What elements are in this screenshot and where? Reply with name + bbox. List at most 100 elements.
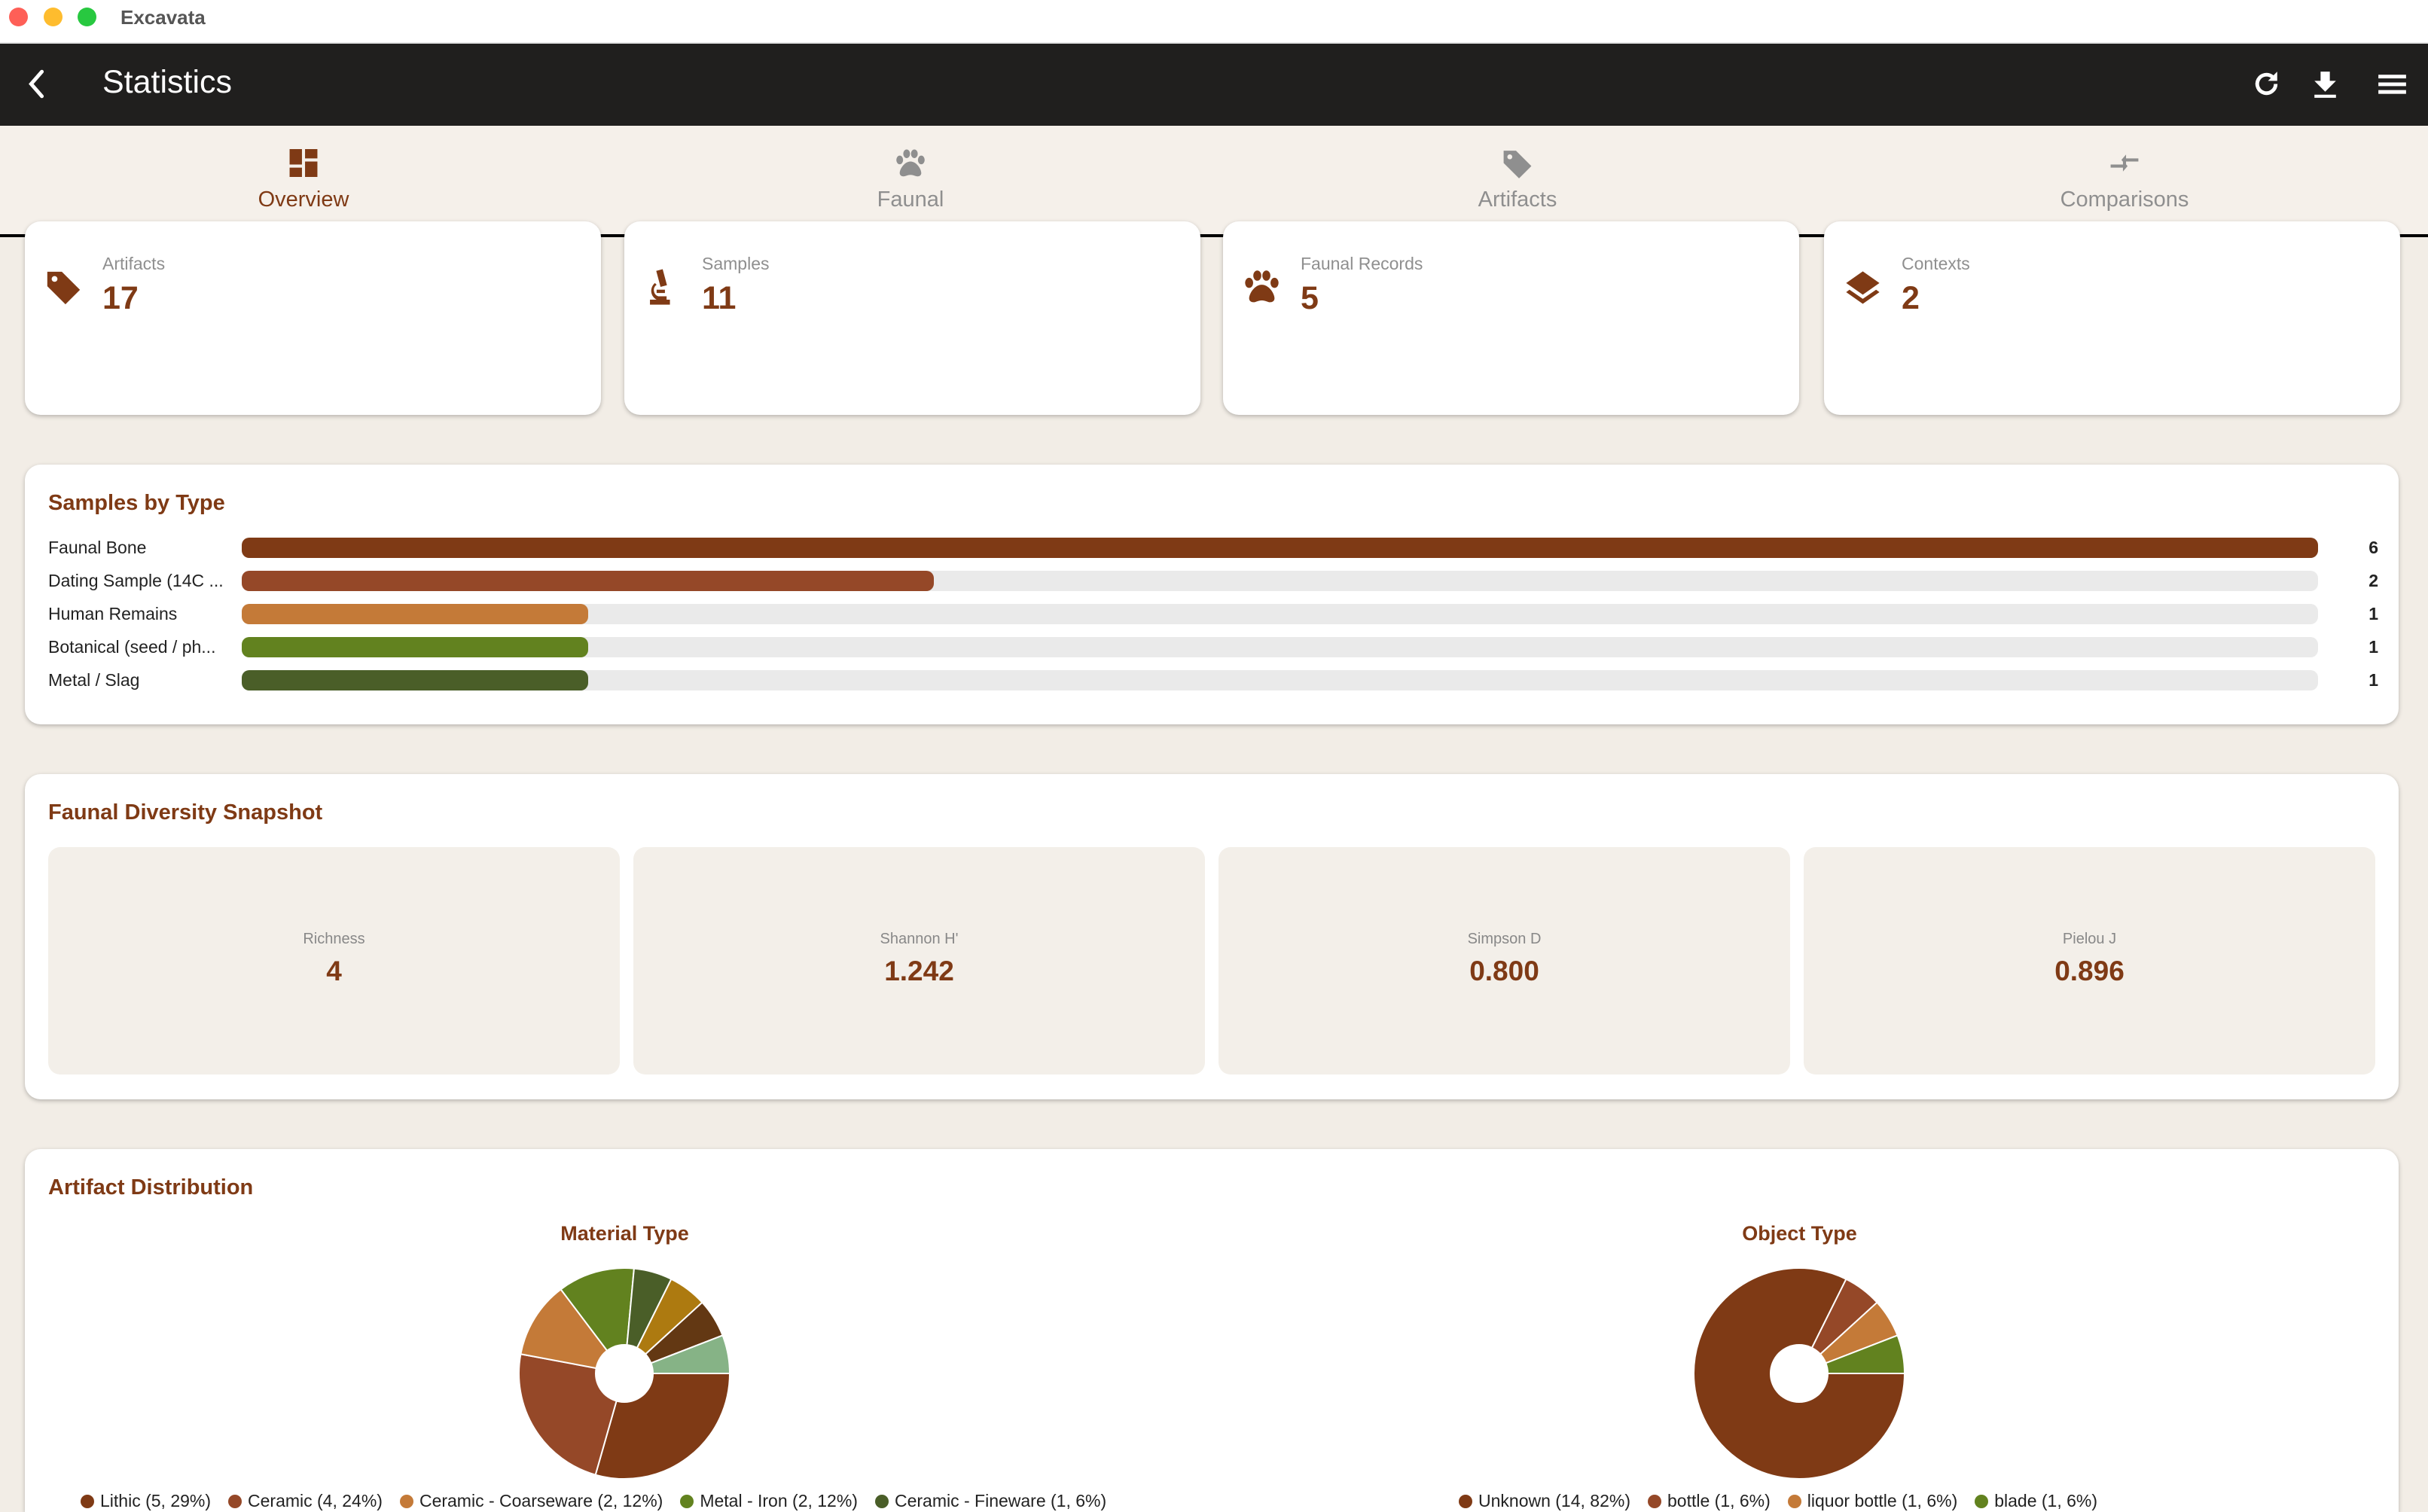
pie-title-object: Object Type [1742, 1222, 1857, 1245]
stat-card-contexts[interactable]: Contexts 2 [1824, 221, 2400, 415]
pie-legend: Lithic (5, 29%) Ceramic (4, 24%) Ceramic -… [81, 1491, 1124, 1510]
donut-hole [595, 1344, 654, 1403]
section-title: Artifact Distribution [48, 1175, 254, 1200]
maximize-window-button[interactable] [78, 8, 96, 26]
stat-value: 11 [702, 280, 737, 316]
legend-item[interactable]: Metal - Iron (2, 12%) [680, 1491, 858, 1510]
legend-label: liquor bottle (1, 6%) [1807, 1491, 1958, 1510]
download-icon[interactable] [2307, 66, 2344, 102]
legend-swatch [1459, 1495, 1472, 1508]
bar-label: Faunal Bone [48, 538, 147, 557]
bar-track [242, 571, 2318, 591]
tab-label: Faunal [877, 187, 944, 212]
tag-icon [1503, 151, 1532, 178]
metric-value: 0.896 [2054, 956, 2124, 986]
page-title: Statistics [102, 64, 233, 100]
bar-label: Human Remains [48, 604, 178, 623]
bar [242, 637, 588, 657]
bar-row: Metal / Slag 1 [48, 669, 2378, 694]
dashboard-icon [289, 149, 318, 177]
paw-icon [896, 149, 925, 177]
metric-pielou: Pielou J 0.896 [1804, 847, 2375, 1075]
stat-value: 17 [102, 280, 139, 316]
metric-label: Richness [303, 931, 365, 947]
bar-track [242, 538, 2318, 558]
stat-label: Faunal Records [1301, 254, 1423, 273]
bar-value: 6 [2369, 538, 2378, 557]
stat-card-faunal-records[interactable]: Faunal Records 5 [1223, 221, 1799, 415]
tab-label: Comparisons [2060, 187, 2189, 212]
legend-swatch [1648, 1495, 1661, 1508]
stat-card-samples[interactable]: Samples 11 [624, 221, 1200, 415]
legend-item[interactable]: Lithic (5, 29%) [81, 1491, 211, 1510]
metric-value: 1.242 [884, 956, 954, 986]
metric-value: 4 [326, 956, 342, 986]
bar-value: 1 [2369, 637, 2378, 657]
legend-label: Ceramic (4, 24%) [248, 1491, 383, 1510]
bar-track [242, 637, 2318, 657]
bar-row: Human Remains 1 [48, 602, 2378, 627]
close-window-button[interactable] [9, 8, 28, 26]
tab-bar: Overview Faunal Artifacts Comparisons [0, 126, 2428, 237]
window-titlebar: Excavata [0, 0, 2428, 44]
back-chevron-icon[interactable] [19, 66, 56, 102]
legend-label: Ceramic - Fineware (1, 6%) [894, 1491, 1107, 1510]
bar [242, 670, 588, 690]
refresh-icon[interactable] [2248, 66, 2285, 102]
bar-value: 1 [2369, 670, 2378, 690]
faunal-diversity-card: Faunal Diversity Snapshot Richness 4 Shan… [25, 774, 2399, 1099]
legend-swatch [228, 1495, 242, 1508]
tag-icon [47, 271, 81, 305]
metric-label: Simpson D [1467, 931, 1542, 947]
artifact-distribution-card: Artifact Distribution Material Type Obje… [25, 1149, 2399, 1512]
minimize-window-button[interactable] [44, 8, 63, 26]
stat-card-artifacts[interactable]: Artifacts 17 [25, 221, 601, 415]
legend-swatch [680, 1495, 694, 1508]
legend-swatch [1975, 1495, 1989, 1508]
legend-item[interactable]: Ceramic - Coarseware (2, 12%) [399, 1491, 663, 1510]
bar-value: 2 [2369, 571, 2378, 590]
pie-title-material: Material Type [560, 1222, 689, 1245]
tab-overview[interactable]: Overview [0, 126, 607, 237]
legend-item[interactable]: liquor bottle (1, 6%) [1787, 1491, 1958, 1510]
material-type-pie [518, 1267, 731, 1480]
legend-label: Metal - Iron (2, 12%) [700, 1491, 858, 1510]
app-title: Excavata [120, 6, 206, 29]
tab-comparisons[interactable]: Comparisons [1821, 126, 2428, 234]
stat-value: 5 [1301, 280, 1319, 316]
bar-track [242, 604, 2318, 624]
tab-label: Overview [258, 187, 349, 212]
stat-value: 2 [1902, 280, 1920, 316]
legend-label: Unknown (14, 82%) [1478, 1491, 1630, 1510]
stat-label: Artifacts [102, 254, 166, 273]
stat-label: Contexts [1902, 254, 1970, 273]
tab-artifacts[interactable]: Artifacts [1214, 126, 1821, 234]
paw-icon [1245, 270, 1279, 303]
bar-track [242, 670, 2318, 690]
pie-slice[interactable] [520, 1288, 627, 1375]
menu-icon[interactable] [2374, 66, 2411, 102]
tab-label: Artifacts [1478, 187, 1557, 212]
legend-item[interactable]: Unknown (14, 82%) [1459, 1491, 1630, 1510]
bar [242, 604, 588, 624]
legend-item[interactable]: blade (1, 6%) [1975, 1491, 2097, 1510]
bar-value: 1 [2369, 604, 2378, 623]
legend-item[interactable]: bottle (1, 6%) [1648, 1491, 1771, 1510]
tab-faunal[interactable]: Faunal [607, 126, 1214, 234]
section-title: Samples by Type [48, 491, 225, 515]
legend-item[interactable]: Ceramic (4, 24%) [228, 1491, 383, 1510]
legend-label: bottle (1, 6%) [1667, 1491, 1771, 1510]
bar-label: Metal / Slag [48, 670, 140, 690]
bar [242, 538, 2318, 558]
bar-label: Botanical (seed / ph... [48, 637, 216, 657]
legend-swatch [399, 1495, 413, 1508]
pie-legend: Unknown (14, 82%) bottle (1, 6%) liquor bo… [1459, 1491, 2115, 1510]
legend-swatch [81, 1495, 94, 1508]
legend-swatch [874, 1495, 889, 1508]
donut-hole [1770, 1344, 1829, 1403]
legend-label: Lithic (5, 29%) [100, 1491, 212, 1510]
legend-item[interactable]: Ceramic - Fineware (1, 6%) [874, 1491, 1107, 1510]
samples-by-type-card: Samples by Type Faunal Bone 6 Dating Sampl… [25, 465, 2399, 724]
legend-swatch [1787, 1495, 1801, 1508]
